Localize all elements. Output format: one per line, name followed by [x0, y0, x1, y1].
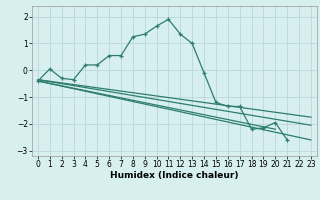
X-axis label: Humidex (Indice chaleur): Humidex (Indice chaleur) [110, 171, 239, 180]
